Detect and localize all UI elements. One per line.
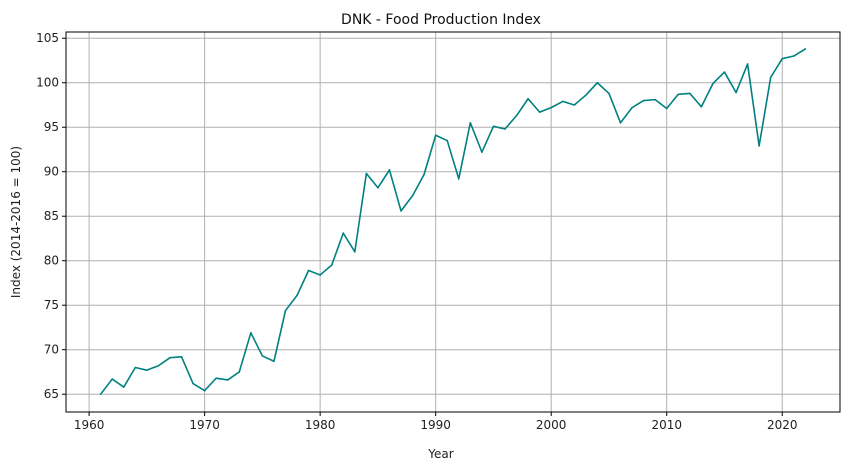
data-point [538, 111, 541, 113]
data-point [273, 360, 275, 363]
data-point [677, 93, 680, 96]
data-point [250, 331, 252, 334]
x-axis-title: Year [427, 447, 453, 461]
data-point [226, 379, 229, 381]
data-point [99, 393, 102, 396]
data-point [596, 81, 599, 84]
data-point [665, 107, 668, 110]
y-tick-label: 65 [44, 387, 59, 401]
x-tick-label: 2020 [767, 418, 798, 432]
data-point [423, 173, 425, 176]
data-point [712, 82, 714, 85]
y-tick-label: 75 [44, 298, 59, 312]
y-tick-label: 105 [36, 31, 59, 45]
data-point [411, 194, 414, 197]
data-point [192, 382, 194, 385]
x-tick-label: 1960 [74, 418, 105, 432]
x-tick-label: 1980 [305, 418, 336, 432]
y-axis-title: Index (2014-2016 = 100) [9, 146, 23, 298]
data-point [215, 377, 217, 379]
data-point [654, 98, 656, 101]
data-point [169, 356, 171, 359]
x-tick-label: 2000 [536, 418, 567, 432]
chart-title: DNK - Food Production Index [341, 12, 541, 28]
data-point [388, 169, 391, 171]
data-point [700, 105, 703, 108]
y-tick-label: 85 [44, 209, 59, 223]
data-point [354, 251, 356, 253]
data-point [781, 57, 784, 60]
series-line [100, 48, 806, 395]
y-tick-label: 100 [36, 76, 59, 90]
data-point [550, 106, 552, 109]
data-point [608, 92, 610, 95]
data-point [180, 356, 183, 358]
data-point [619, 121, 622, 124]
data-point [446, 139, 449, 142]
data-point [307, 269, 310, 272]
x-tick-label: 2010 [651, 418, 682, 432]
data-point [469, 121, 472, 124]
y-tick-label: 80 [44, 254, 59, 268]
data-point [792, 55, 795, 57]
y-tick-label: 70 [44, 343, 59, 357]
data-point [585, 94, 587, 96]
data-point [735, 91, 737, 94]
data-point [330, 264, 333, 266]
data-point [238, 371, 241, 373]
plot-area-frame [65, 31, 841, 413]
data-point [434, 134, 437, 137]
grid [66, 32, 840, 412]
data-point [284, 309, 287, 312]
data-point [758, 145, 760, 147]
data-point [342, 232, 345, 234]
data-point [400, 210, 402, 212]
data-point [769, 76, 772, 79]
y-tick-label: 95 [44, 120, 59, 134]
data-point [457, 178, 460, 180]
data-point [296, 294, 298, 297]
x-tick-label: 1970 [189, 418, 220, 432]
data-point [723, 71, 726, 73]
data-point [481, 151, 483, 153]
data-point [157, 364, 160, 367]
data-point [515, 114, 518, 117]
data-point [111, 378, 114, 380]
data-point [804, 48, 807, 50]
data-point [377, 186, 379, 189]
data-point [689, 92, 691, 95]
data-point [203, 389, 206, 392]
data-point [527, 97, 529, 100]
data-point [492, 125, 495, 128]
data-point [642, 99, 645, 102]
data-point [504, 128, 506, 130]
series-layer [99, 48, 807, 396]
y-tick-label: 90 [44, 165, 59, 179]
data-point [746, 63, 749, 65]
data-point [122, 386, 125, 388]
data-point [631, 106, 633, 109]
data-point [561, 100, 564, 103]
x-tick-label: 1990 [420, 418, 451, 432]
data-point [319, 274, 321, 276]
data-point [573, 104, 576, 106]
data-point [365, 172, 368, 175]
data-point [146, 369, 148, 371]
axis-ticks: 1960 1970 1980 1990 2000 2010 2020 65 70 75 80 85 90… [36, 31, 797, 432]
data-point [134, 366, 137, 369]
data-point [261, 355, 264, 357]
